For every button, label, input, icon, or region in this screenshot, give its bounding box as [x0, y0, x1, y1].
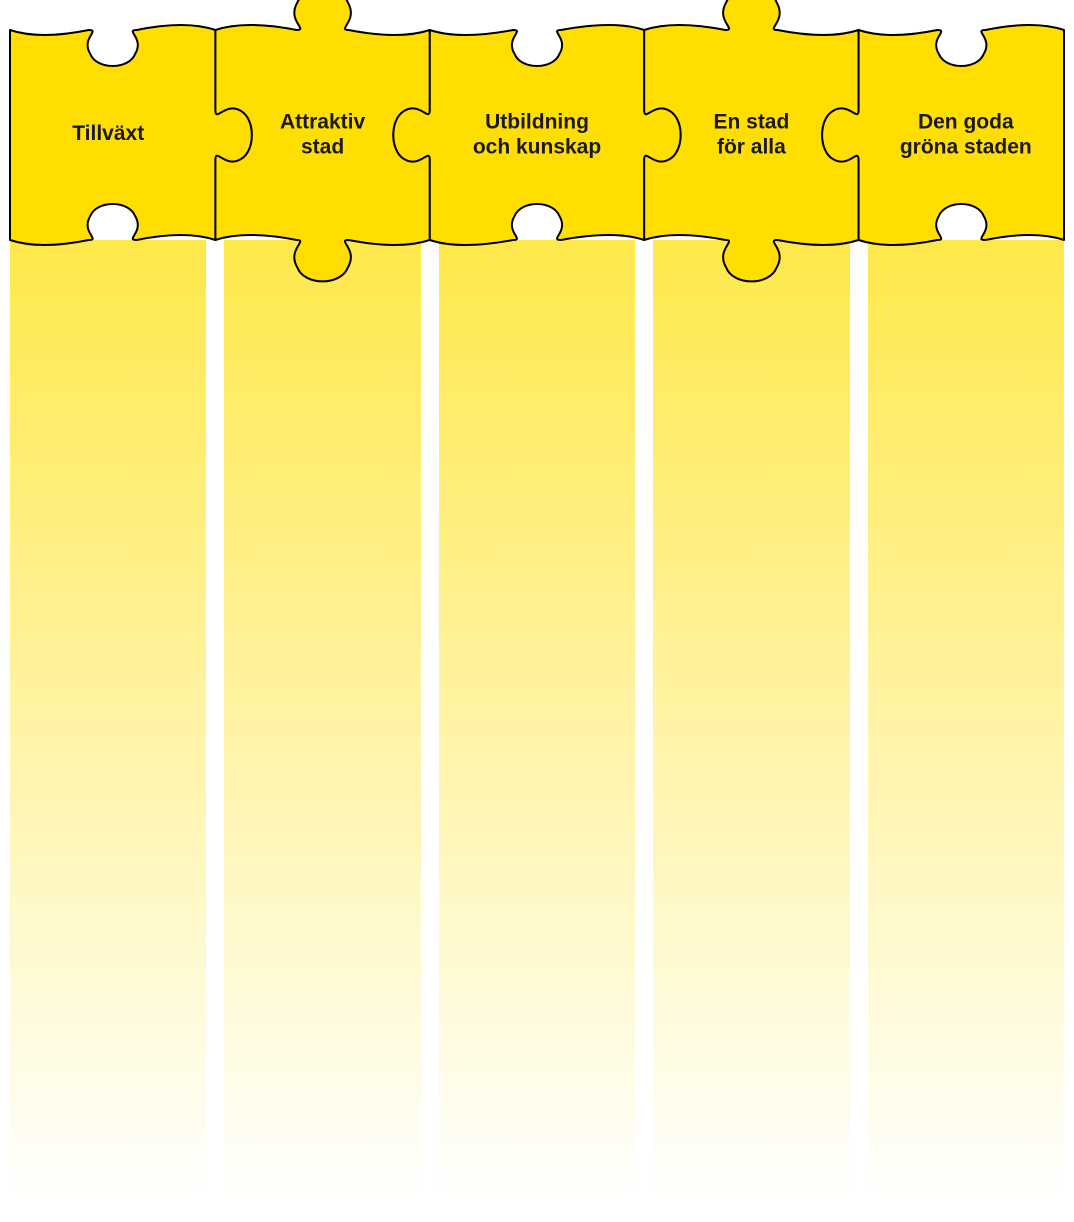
- diagram-stage: TillväxtAttraktivstadUtbildningoch kunsk…: [0, 0, 1074, 1222]
- p1-label: Tillväxt: [72, 122, 144, 145]
- column-5: [868, 240, 1064, 1200]
- column-2: [224, 240, 420, 1200]
- column-1: [10, 240, 206, 1200]
- puzzle-band: TillväxtAttraktivstadUtbildningoch kunsk…: [0, 0, 1074, 300]
- column-4: [653, 240, 849, 1200]
- column-3: [439, 240, 635, 1200]
